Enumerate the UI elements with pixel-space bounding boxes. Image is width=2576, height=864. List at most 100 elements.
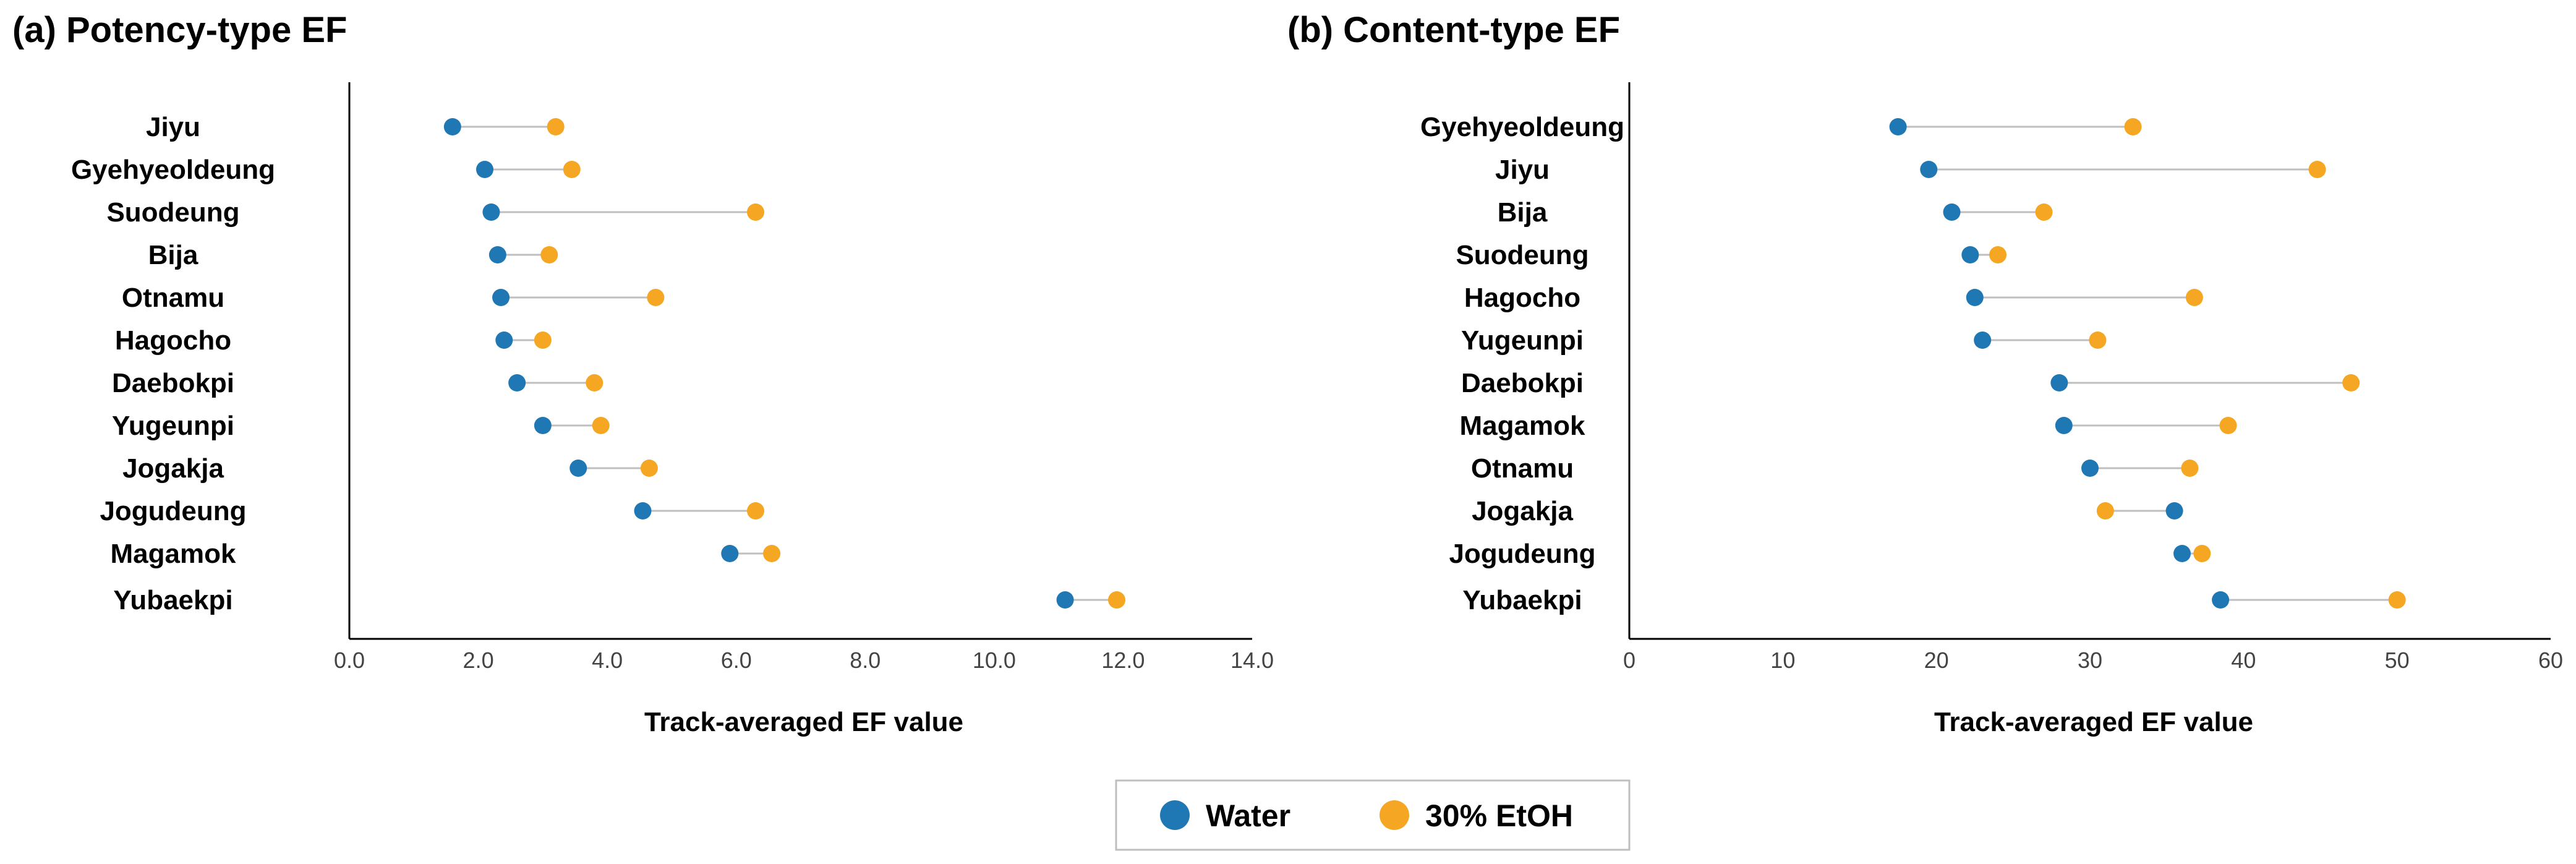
water-point bbox=[2055, 417, 2073, 434]
category-label: Daebokpi bbox=[1461, 368, 1584, 398]
category-label: Yubaekpi bbox=[1462, 585, 1582, 615]
panel-content: (b) Content-type EF Gyehyeoldeung Jiyu Bij… bbox=[1287, 10, 2563, 737]
x-tick-label: 30 bbox=[2078, 648, 2102, 673]
x-tick-label: 6.0 bbox=[721, 648, 752, 673]
category-label: Hagocho bbox=[115, 325, 231, 356]
water-point bbox=[508, 374, 526, 391]
category-label: Jiyu bbox=[1495, 155, 1550, 185]
x-tick-label: 50 bbox=[2385, 648, 2410, 673]
x-tick-label: 4.0 bbox=[592, 648, 623, 673]
etoh-point bbox=[647, 289, 665, 306]
x-axis-title: Track-averaged EF value bbox=[1934, 707, 2253, 737]
category-label: Jogudeung bbox=[1449, 539, 1595, 569]
category-label: Otnamu bbox=[1471, 453, 1574, 484]
x-tick-label: 14.0 bbox=[1230, 648, 1274, 673]
category-label: Daebokpi bbox=[112, 368, 234, 398]
water-point bbox=[482, 203, 500, 221]
etoh-point bbox=[2388, 591, 2406, 609]
water-point bbox=[1974, 331, 1992, 349]
x-tick-label: 40 bbox=[2231, 648, 2256, 673]
water-point bbox=[1961, 246, 1979, 263]
water-point bbox=[2050, 374, 2068, 391]
water-point bbox=[1056, 591, 1074, 609]
water-point bbox=[634, 502, 652, 520]
etoh-point bbox=[2193, 545, 2211, 562]
etoh-point bbox=[2096, 502, 2114, 520]
etoh-point bbox=[2342, 374, 2360, 391]
etoh-point bbox=[1989, 246, 2007, 263]
water-point bbox=[476, 161, 493, 178]
etoh-point bbox=[2185, 289, 2203, 306]
etoh-point bbox=[563, 161, 581, 178]
x-tick-label: 10 bbox=[1770, 648, 1795, 673]
x-tick-label: 0.0 bbox=[334, 648, 365, 673]
category-label: Suodeung bbox=[1456, 240, 1589, 270]
water-point bbox=[495, 331, 513, 349]
water-point bbox=[2212, 591, 2230, 609]
x-tick-label: 12.0 bbox=[1101, 648, 1145, 673]
x-axis-title: Track-averaged EF value bbox=[644, 707, 963, 737]
category-label: Jogakja bbox=[122, 453, 224, 484]
category-label: Magamok bbox=[1460, 411, 1585, 441]
x-tick-label: 8.0 bbox=[850, 648, 881, 673]
water-point bbox=[1943, 203, 1961, 221]
x-tick-label: 60 bbox=[2538, 648, 2563, 673]
category-label: Hagocho bbox=[1464, 283, 1580, 313]
etoh-point bbox=[2219, 417, 2237, 434]
water-point bbox=[492, 289, 510, 306]
etoh-point bbox=[534, 331, 552, 349]
water-point bbox=[443, 118, 461, 135]
category-label: Bija bbox=[148, 240, 198, 270]
etoh-point bbox=[592, 417, 610, 434]
water-point bbox=[2081, 460, 2099, 477]
etoh-point bbox=[2181, 460, 2199, 477]
water-point bbox=[488, 246, 506, 263]
etoh-point bbox=[763, 545, 781, 562]
category-label: Bija bbox=[1498, 197, 1548, 228]
water-point bbox=[2165, 502, 2183, 520]
category-label: Jogudeung bbox=[100, 496, 246, 526]
water-point bbox=[1966, 289, 1984, 306]
etoh-point bbox=[586, 374, 603, 391]
category-label: Yubaekpi bbox=[113, 585, 232, 615]
x-tick-label: 2.0 bbox=[463, 648, 494, 673]
etoh-point bbox=[540, 246, 558, 263]
legend-etoh-marker bbox=[1380, 800, 1409, 830]
panel-title: (b) Content-type EF bbox=[1287, 10, 1620, 50]
water-point bbox=[569, 460, 587, 477]
water-point bbox=[1920, 161, 1938, 178]
category-label: Yugeunpi bbox=[112, 411, 234, 441]
category-label: Yugeunpi bbox=[1461, 325, 1584, 356]
category-label: Gyehyeoldeung bbox=[1420, 112, 1624, 142]
category-label: Otnamu bbox=[122, 283, 224, 313]
water-point bbox=[2173, 545, 2191, 562]
etoh-point bbox=[640, 460, 658, 477]
water-point bbox=[1889, 118, 1907, 135]
category-label: Gyehyeoldeung bbox=[71, 155, 275, 185]
etoh-point bbox=[1108, 591, 1125, 609]
etoh-point bbox=[547, 118, 565, 135]
category-label: Magamok bbox=[111, 539, 236, 569]
category-label: Suodeung bbox=[106, 197, 239, 228]
etoh-point bbox=[2035, 203, 2053, 221]
etoh-point bbox=[2124, 118, 2142, 135]
etoh-point bbox=[747, 203, 764, 221]
legend-water-marker bbox=[1160, 800, 1190, 830]
legend-frame bbox=[1115, 779, 1631, 851]
water-point bbox=[534, 417, 552, 434]
legend-water-label: Water bbox=[1206, 798, 1290, 833]
x-tick-label: 10.0 bbox=[973, 648, 1016, 673]
panel-title: (a) Potency-type EF bbox=[12, 10, 347, 50]
legend: Water 30% EtOH bbox=[1115, 779, 1631, 851]
water-point bbox=[721, 545, 739, 562]
etoh-point bbox=[2308, 161, 2326, 178]
etoh-point bbox=[747, 502, 764, 520]
panel-potency: (a) Potency-type EF Jiyu Gyehyeoldeung Suo… bbox=[12, 10, 1274, 737]
category-label: Jogakja bbox=[1472, 496, 1573, 526]
legend-etoh-label: 30% EtOH bbox=[1425, 798, 1573, 833]
x-tick-label: 20 bbox=[1924, 648, 1949, 673]
category-label: Jiyu bbox=[146, 112, 200, 142]
x-tick-label: 0 bbox=[1623, 648, 1636, 673]
etoh-point bbox=[2089, 331, 2107, 349]
